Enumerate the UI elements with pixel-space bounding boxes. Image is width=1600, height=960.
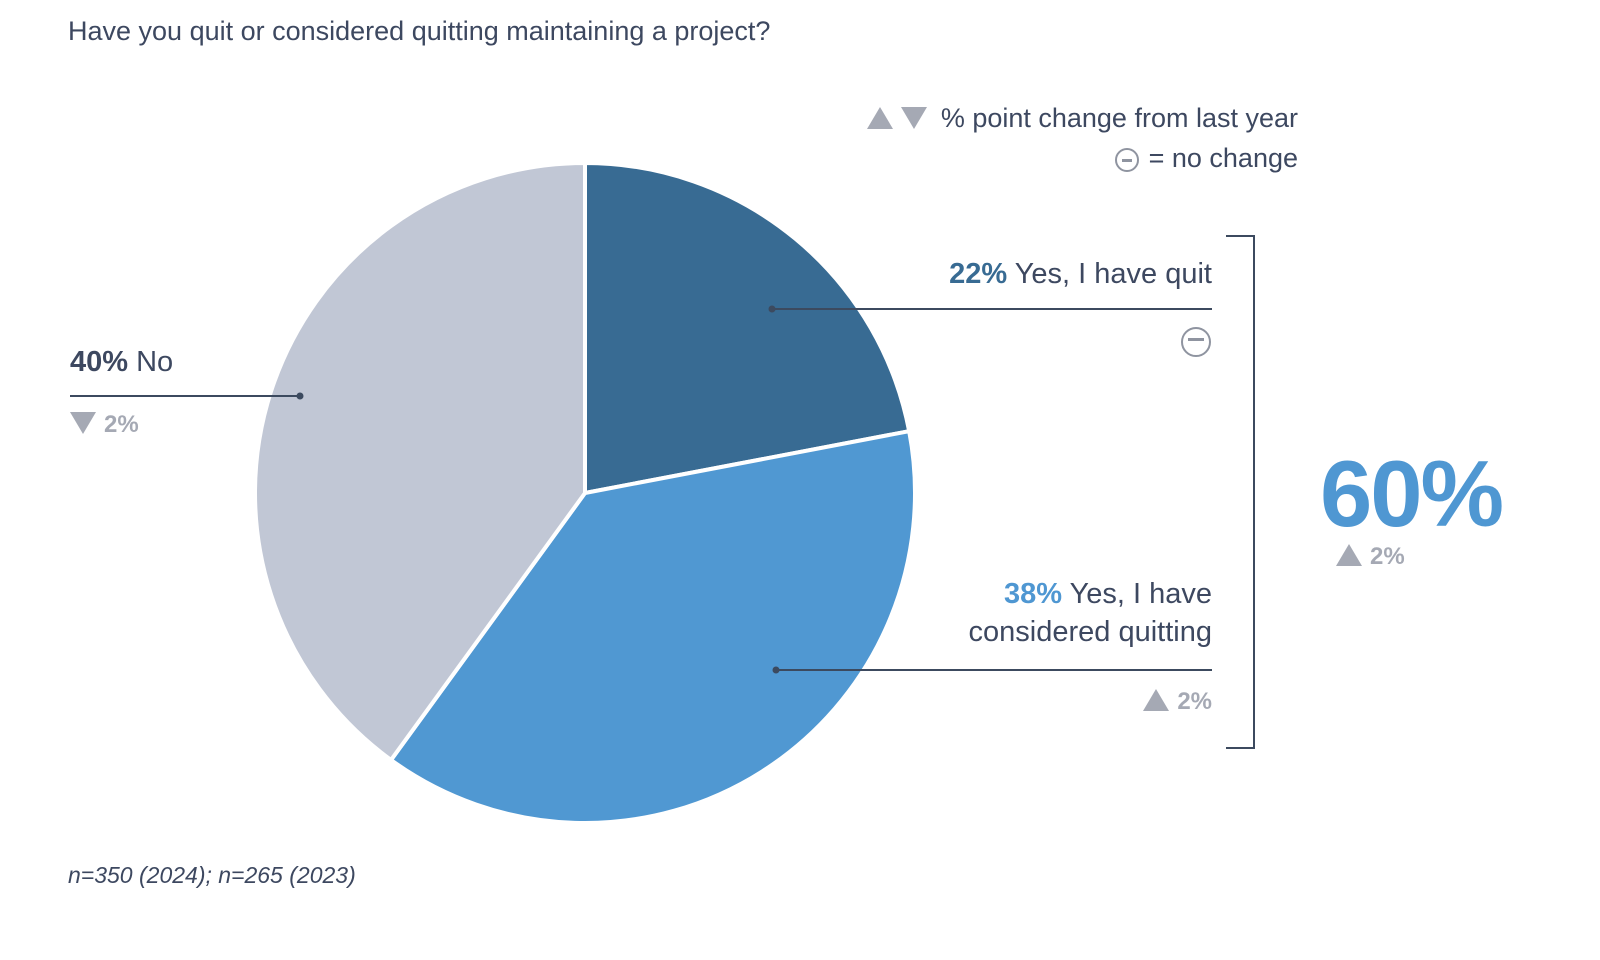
triangle-down-icon bbox=[70, 412, 96, 434]
change-considered: 2% bbox=[1143, 688, 1212, 716]
combined-yes-change: 2% bbox=[1336, 543, 1405, 571]
change-no: 2% bbox=[70, 411, 139, 439]
triangle-up-icon bbox=[1336, 544, 1362, 566]
leader-dot-considered bbox=[772, 666, 780, 674]
label-quit: 22% Yes, I have quit bbox=[949, 258, 1212, 291]
label-no-text: No bbox=[136, 346, 174, 378]
change-considered-value: 2% bbox=[1177, 688, 1212, 715]
label-no-pct: 40% bbox=[70, 346, 129, 378]
change-no-value: 2% bbox=[104, 411, 139, 438]
leader-dot-quit bbox=[768, 305, 776, 313]
circle-minus-icon bbox=[1114, 148, 1139, 172]
triangle-up-icon bbox=[1143, 689, 1170, 711]
label-quit-pct: 22% bbox=[949, 258, 1008, 290]
triangle-down-icon bbox=[900, 107, 927, 129]
leader-dot-no bbox=[296, 392, 304, 400]
label-considered-text-1: Yes, I have bbox=[1069, 578, 1212, 610]
pie-slice-yes-i-have-considered-quitting bbox=[389, 429, 917, 825]
bracket bbox=[1226, 235, 1255, 749]
pie-slice-no bbox=[253, 161, 587, 762]
label-considered: 38% Yes, I have bbox=[1004, 578, 1212, 611]
circle-minus-icon bbox=[1181, 327, 1211, 357]
legend-change: % point change from last year bbox=[866, 103, 1298, 134]
combined-yes-value: 60% bbox=[1320, 441, 1504, 546]
legend-no-change: = no change bbox=[1114, 143, 1298, 174]
legend-no-change-text: = no change bbox=[1148, 143, 1298, 173]
combined-yes-change-value: 2% bbox=[1370, 543, 1405, 570]
label-no: 40% No bbox=[70, 346, 173, 379]
chart-title: Have you quit or considered quitting mai… bbox=[68, 16, 771, 46]
label-quit-text: Yes, I have quit bbox=[1014, 258, 1212, 290]
legend-change-text: % point change from last year bbox=[940, 103, 1298, 133]
pie-slice-yes-i-have-quit bbox=[583, 161, 912, 495]
triangle-up-icon bbox=[866, 107, 893, 129]
label-considered-line2: considered quitting bbox=[968, 616, 1212, 648]
label-considered-pct: 38% bbox=[1003, 578, 1063, 610]
footnote: n=350 (2024); n=265 (2023) bbox=[68, 862, 356, 888]
